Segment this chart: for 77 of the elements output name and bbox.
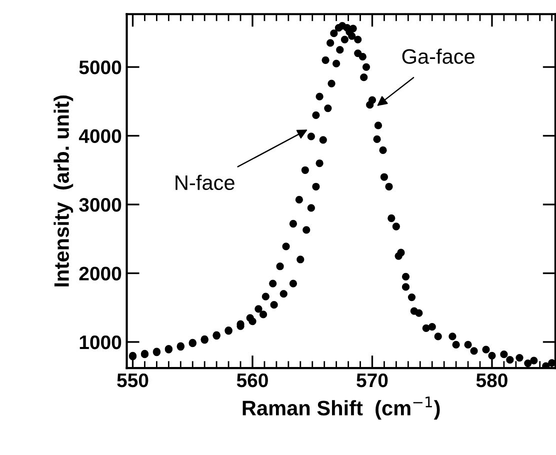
point: [397, 248, 405, 256]
point: [269, 280, 277, 288]
point: [312, 111, 320, 119]
point: [324, 104, 332, 112]
annotation: N-face: [176, 174, 234, 190]
point: [392, 222, 400, 230]
point: [488, 352, 496, 360]
point: [326, 39, 334, 47]
point: [428, 323, 436, 331]
point: [319, 136, 327, 144]
point: [270, 301, 278, 309]
point: [506, 356, 514, 364]
point: [379, 146, 387, 154]
point: [296, 256, 304, 264]
point: [373, 135, 381, 144]
point: [482, 346, 490, 354]
point: [307, 132, 315, 140]
point: [289, 280, 298, 288]
point: [548, 359, 556, 367]
x-axis-title: Raman Shift (cm$^{−1}$): [242, 396, 440, 420]
point: [434, 332, 442, 340]
point: [385, 182, 393, 190]
y-tick-label: 5000: [79, 60, 122, 74]
point: [354, 49, 362, 58]
point: [259, 310, 268, 318]
point: [380, 173, 388, 181]
point: [276, 262, 284, 270]
point: [282, 242, 290, 250]
y-tick-label: 3000: [79, 198, 122, 212]
x-tick-label: 570: [356, 373, 388, 388]
point: [301, 166, 310, 174]
point: [500, 350, 508, 358]
y-tick-label: 2000: [79, 266, 122, 280]
point: [289, 220, 298, 228]
point: [530, 356, 538, 364]
point: [328, 80, 336, 88]
point: [280, 290, 288, 298]
point: [332, 60, 340, 68]
point: [448, 332, 456, 340]
point: [330, 30, 338, 38]
point: [516, 354, 524, 362]
point: [340, 36, 349, 44]
point: [349, 24, 357, 32]
point: [307, 204, 315, 212]
y-tick-label: 1000: [80, 335, 122, 350]
point: [358, 52, 366, 61]
point: [362, 63, 370, 71]
point: [452, 340, 460, 349]
point: [402, 283, 410, 291]
y-tick-label: 4000: [78, 129, 122, 144]
point: [302, 226, 310, 234]
point: [262, 292, 270, 300]
point: [254, 305, 262, 313]
point: [388, 214, 396, 222]
point: [464, 340, 472, 349]
x-tick-label: 580: [476, 373, 508, 388]
point: [248, 318, 256, 326]
point: [316, 92, 324, 100]
point: [374, 122, 382, 130]
point: [354, 36, 362, 44]
point: [322, 56, 330, 64]
point: [360, 74, 368, 82]
point: [295, 196, 304, 204]
point: [524, 359, 532, 368]
point: [470, 347, 478, 355]
point: [415, 309, 423, 317]
y-axis-title: Intensity (arb. unit): [54, 95, 74, 286]
point: [402, 272, 410, 280]
annotation: Ga-face: [402, 48, 474, 64]
point: [368, 96, 376, 104]
x-tick-label: 560: [236, 373, 268, 388]
point: [336, 46, 344, 54]
point: [316, 159, 324, 168]
point: [408, 293, 416, 302]
x-tick-label: 550: [117, 373, 148, 388]
point: [312, 182, 320, 190]
point: [422, 324, 430, 332]
